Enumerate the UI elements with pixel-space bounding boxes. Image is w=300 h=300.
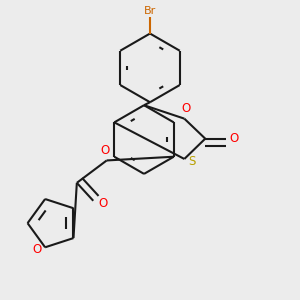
- Text: O: O: [99, 197, 108, 210]
- Text: O: O: [229, 132, 239, 145]
- Text: S: S: [188, 155, 195, 168]
- Text: O: O: [33, 243, 42, 256]
- Text: Br: Br: [144, 6, 156, 16]
- Text: O: O: [100, 145, 110, 158]
- Text: O: O: [181, 102, 190, 115]
